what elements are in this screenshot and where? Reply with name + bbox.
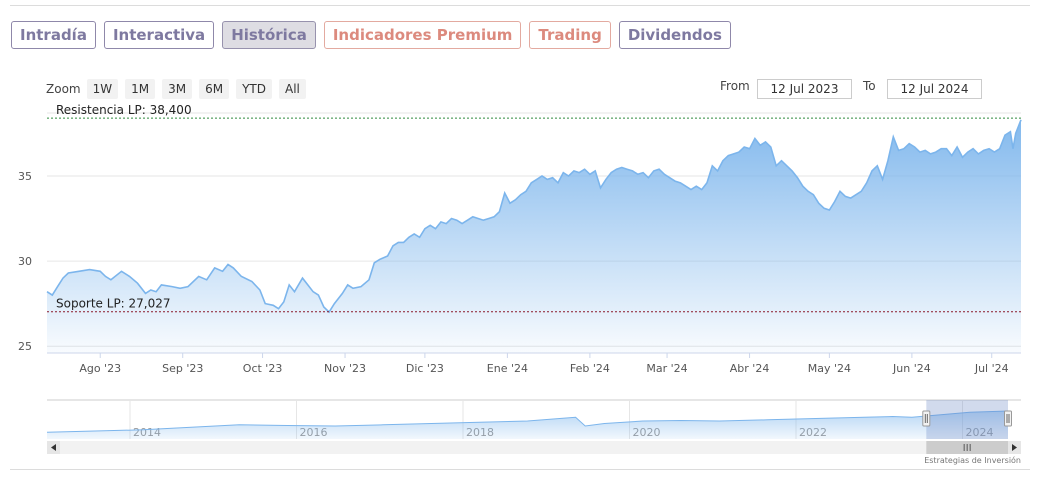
x-tick-label: Oct '23 (243, 362, 283, 375)
zoom-button-all[interactable]: All (279, 79, 306, 99)
price-line (46, 119, 1022, 314)
navigator-handle-right[interactable] (1004, 410, 1012, 427)
x-tick-label: Ago '23 (79, 362, 121, 375)
x-tick-label: Dic '23 (406, 362, 444, 375)
to-date-input[interactable]: 12 Jul 2024 (887, 79, 982, 99)
x-tick-label: Nov '23 (324, 362, 366, 375)
tab-hist-rica[interactable]: Histórica (222, 21, 316, 49)
resistance-label: Resistencia LP: 38,400 (56, 103, 192, 117)
support-label: Soporte LP: 27,027 (56, 297, 171, 311)
x-tick-label: Jul '24 (974, 362, 1009, 375)
navigator-line (46, 410, 1009, 433)
scrollbar-track[interactable] (47, 441, 1021, 454)
scroll-right-arrow-icon (1012, 444, 1017, 451)
bottom-divider (10, 469, 1030, 470)
x-tick-label: Mar '24 (646, 362, 687, 375)
x-tick-label: Sep '23 (162, 362, 203, 375)
tab-indicadores-premium[interactable]: Indicadores Premium (323, 21, 522, 49)
x-tick-label: Abr '24 (730, 362, 770, 375)
zoom-button-1w[interactable]: 1W (86, 79, 119, 99)
navigator-handle-left[interactable] (922, 410, 931, 427)
scroll-left-arrow-icon (51, 444, 56, 451)
navigator-selection[interactable] (926, 400, 1008, 439)
navigator-area (47, 411, 1008, 439)
from-label: From (720, 79, 750, 93)
zoom-controls: Zoom 1W 1M 3M 6M YTD All (46, 79, 313, 99)
price-area (47, 119, 1021, 353)
credits-text: Estrategias de Inversión (924, 456, 1021, 465)
tab-interactiva[interactable]: Interactiva (103, 21, 215, 49)
zoom-button-6m[interactable]: 6M (199, 79, 230, 99)
zoom-label: Zoom (46, 82, 81, 96)
tab-intrad-a[interactable]: Intradía (11, 21, 96, 49)
zoom-button-1m[interactable]: 1M (125, 79, 156, 99)
from-date-input[interactable]: 12 Jul 2023 (757, 79, 852, 99)
x-tick-label: Feb '24 (570, 362, 610, 375)
y-tick-label: 35 (18, 170, 32, 183)
zoom-button-ytd[interactable]: YTD (236, 79, 272, 99)
to-label: To (863, 79, 876, 93)
x-tick-label: Jun '24 (892, 362, 931, 375)
top-divider (10, 5, 1030, 6)
chart-tabs: Intradía Interactiva Histórica Indicadores … (11, 21, 739, 49)
tab-dividendos[interactable]: Dividendos (618, 21, 731, 49)
tab-trading[interactable]: Trading (529, 21, 611, 49)
x-tick-label: May '24 (808, 362, 851, 375)
x-tick-label: Ene '24 (487, 362, 528, 375)
zoom-button-3m[interactable]: 3M (162, 79, 193, 99)
y-tick-label: 30 (18, 255, 32, 268)
y-tick-label: 25 (18, 340, 32, 353)
